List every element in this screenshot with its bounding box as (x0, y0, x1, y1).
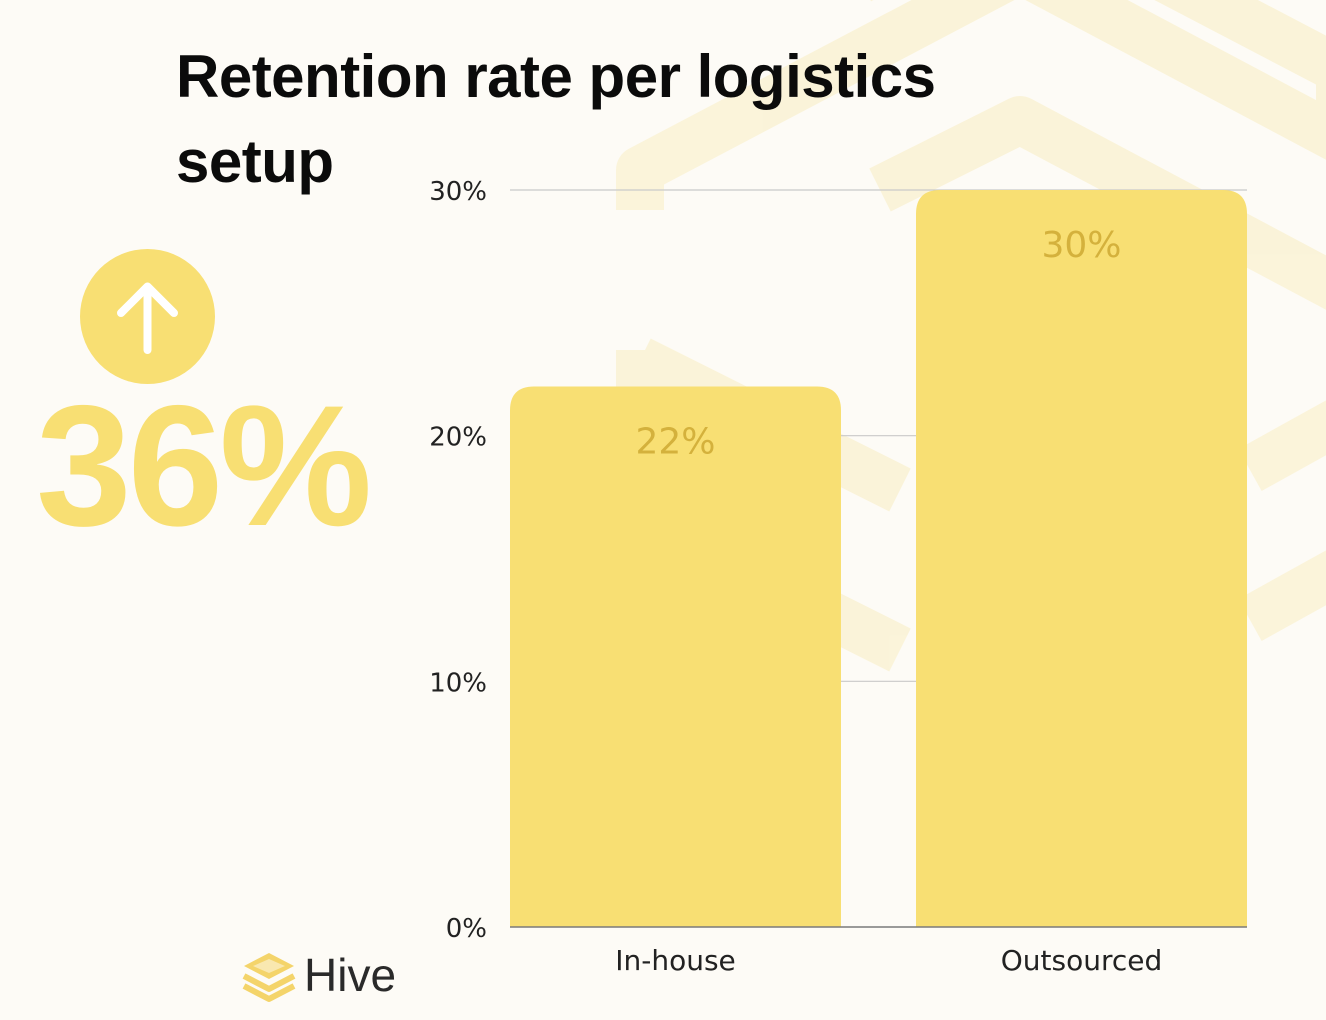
y-tick-label: 10% (429, 668, 487, 698)
x-tick-label: In-house (615, 944, 736, 977)
bar-value-label: 22% (635, 422, 715, 463)
arrow-up-icon (117, 282, 178, 354)
x-tick-label: Outsourced (1001, 944, 1163, 977)
y-tick-label: 20% (429, 423, 487, 453)
hive-logo-icon (242, 953, 296, 1002)
kpi-badge (80, 249, 215, 384)
brand-name: Hive (304, 949, 397, 1001)
y-tick-label: 30% (429, 177, 487, 207)
page-title: Retention rate per logistics setup (176, 43, 936, 195)
bar (916, 190, 1247, 927)
bar (510, 386, 841, 927)
bar-value-label: 30% (1041, 225, 1121, 266)
y-tick-label: 0% (446, 914, 487, 944)
kpi-value: 36% (36, 370, 372, 562)
